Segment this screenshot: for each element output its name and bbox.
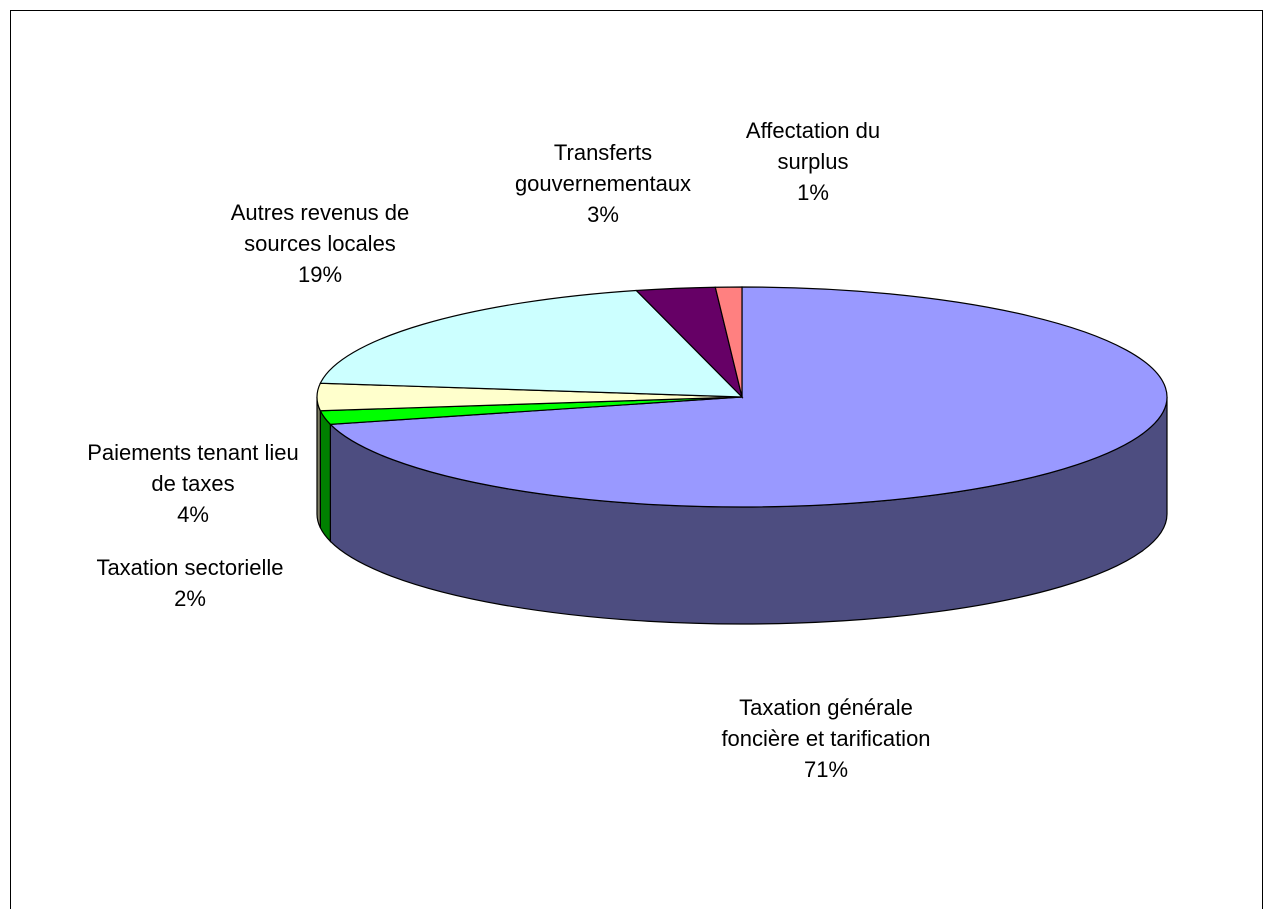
- category-label: Paiements tenant lieu de taxes: [87, 440, 299, 496]
- data-label: Paiements tenant lieu de taxes 4%: [86, 437, 301, 530]
- value-label: 3%: [587, 202, 619, 227]
- data-label: Taxation générale foncière et tarificati…: [719, 692, 934, 785]
- pie-side: [319, 410, 331, 543]
- pie-slice: [319, 289, 744, 398]
- value-label: 1%: [797, 180, 829, 205]
- category-label: Transferts gouvernementaux: [514, 140, 692, 196]
- category-label: Autres revenus de sources locales: [230, 200, 410, 256]
- pie-slice: [714, 286, 743, 398]
- category-label: Taxation générale foncière et tarificati…: [721, 695, 931, 751]
- data-label: Autres revenus de sources locales 19%: [213, 197, 428, 290]
- pie-side: [316, 396, 321, 529]
- data-label: Taxation sectorielle 2%: [55, 552, 325, 614]
- category-label: Taxation sectorielle: [96, 555, 284, 580]
- value-label: 71%: [803, 757, 849, 782]
- value-label: 4%: [177, 502, 209, 527]
- value-label: 2%: [174, 586, 206, 611]
- category-label: Affectation du surplus: [745, 118, 881, 174]
- data-label: Transferts gouvernementaux 3%: [496, 137, 711, 230]
- data-label: Affectation du surplus 1%: [726, 115, 901, 208]
- pie-slice: [328, 286, 1168, 508]
- value-label: 19%: [297, 262, 343, 287]
